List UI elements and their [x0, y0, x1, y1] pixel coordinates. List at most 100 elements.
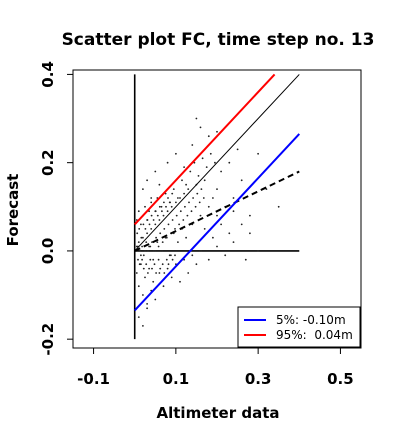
- data-point: [158, 272, 161, 274]
- data-point: [146, 219, 149, 221]
- data-point: [177, 197, 179, 199]
- data-point: [216, 245, 218, 248]
- data-point: [137, 316, 140, 318]
- data-point: [146, 179, 149, 182]
- data-point: [144, 228, 147, 230]
- data-point: [147, 250, 149, 252]
- y-tick-label: 0.0: [39, 238, 57, 265]
- data-point: [257, 152, 259, 155]
- data-point: [154, 210, 157, 213]
- data-point: [158, 219, 161, 221]
- data-point: [171, 219, 174, 221]
- legend-label-5pct: 5%: -0.10m: [276, 313, 346, 327]
- data-point: [171, 258, 174, 261]
- data-point: [183, 166, 186, 169]
- x-tick-label: 0.5: [327, 370, 354, 388]
- data-point: [142, 223, 145, 226]
- data-point: [249, 214, 251, 217]
- data-point: [198, 201, 201, 204]
- legend: 5%: -0.10m 95%: 0.04m: [237, 306, 361, 348]
- data-point: [137, 285, 140, 288]
- data-point: [163, 272, 166, 274]
- data-point: [184, 205, 186, 208]
- data-point: [157, 245, 160, 248]
- data-point: [170, 205, 173, 208]
- data-point: [179, 280, 181, 283]
- data-point: [163, 201, 165, 204]
- data-point: [236, 148, 239, 151]
- data-point: [190, 210, 193, 213]
- data-point: [142, 188, 144, 191]
- data-point: [141, 258, 144, 261]
- data-point: [232, 197, 235, 199]
- data-point: [212, 236, 214, 239]
- data-point: [199, 250, 202, 252]
- data-point: [147, 272, 149, 274]
- data-point: [152, 258, 155, 261]
- data-point: [174, 228, 176, 230]
- data-point: [179, 197, 181, 199]
- scatter-points: [135, 117, 280, 327]
- data-point: [207, 205, 210, 208]
- legend-box: [237, 306, 361, 348]
- legend-label-95pct: 95%: 0.04m: [276, 328, 353, 342]
- data-point: [135, 272, 138, 274]
- data-point: [145, 241, 148, 244]
- data-point: [203, 228, 206, 230]
- data-point: [156, 241, 159, 244]
- data-point: [142, 294, 144, 296]
- data-point: [175, 214, 178, 217]
- data-point: [146, 232, 149, 235]
- lower-line: [133, 133, 301, 312]
- data-point: [205, 166, 208, 169]
- data-point: [179, 210, 182, 213]
- data-point: [140, 236, 143, 239]
- data-point: [232, 241, 235, 244]
- data-point: [182, 219, 185, 221]
- data-point: [162, 214, 165, 217]
- data-point: [167, 263, 170, 266]
- data-point: [150, 214, 153, 217]
- data-point: [212, 197, 214, 199]
- chart-title: Scatter plot FC, time step no. 13: [62, 30, 375, 50]
- data-point: [153, 250, 156, 252]
- data-point: [166, 161, 169, 164]
- data-point: [187, 188, 190, 191]
- data-point: [154, 170, 157, 173]
- data-point: [159, 267, 162, 270]
- data-point: [228, 232, 231, 235]
- data-point: [175, 152, 177, 155]
- data-point: [165, 258, 168, 261]
- x-tick-label: 0.1: [163, 370, 190, 388]
- data-point: [187, 272, 190, 274]
- data-point: [257, 250, 259, 252]
- data-point: [199, 126, 202, 129]
- data-point: [148, 267, 151, 270]
- data-point: [167, 197, 169, 199]
- data-point: [142, 236, 144, 239]
- data-point: [175, 201, 177, 204]
- data-point: [170, 276, 173, 279]
- data-point: [138, 228, 141, 230]
- data-point: [159, 232, 162, 235]
- data-point: [152, 280, 155, 283]
- data-point: [214, 161, 216, 164]
- data-point: [153, 263, 156, 266]
- data-point: [240, 179, 243, 182]
- data-point: [157, 258, 160, 261]
- data-point: [160, 250, 163, 252]
- data-point: [172, 188, 175, 191]
- data-point: [144, 276, 146, 279]
- data-point: [232, 210, 235, 213]
- data-point: [249, 232, 251, 235]
- y-tick-label: 0.4: [39, 61, 57, 88]
- data-point: [189, 170, 192, 173]
- data-point: [177, 241, 179, 244]
- y-axis-label: Forecast: [4, 174, 22, 247]
- data-point: [162, 285, 165, 288]
- data-point: [140, 254, 142, 257]
- data-point: [137, 241, 140, 244]
- data-point: [216, 188, 218, 191]
- regression-line: [134, 170, 300, 252]
